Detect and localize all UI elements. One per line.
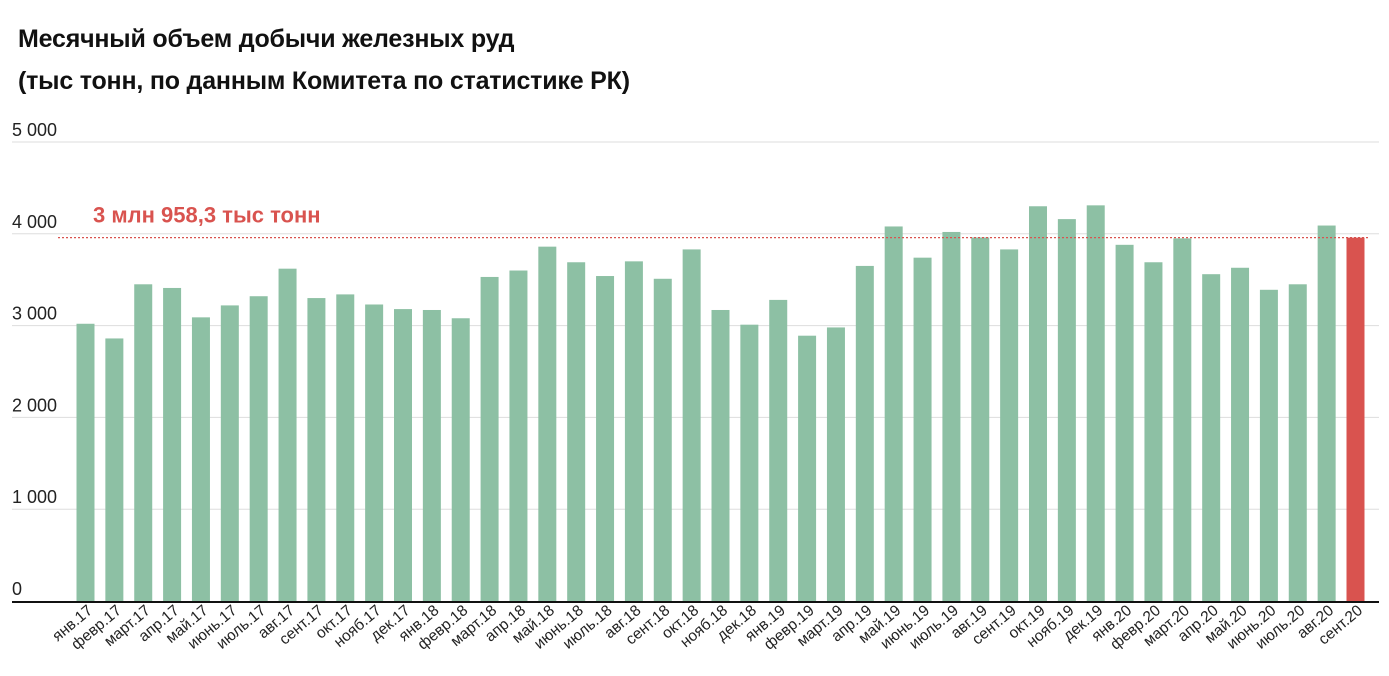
bar xyxy=(855,265,874,601)
y-axis-labels: 0 1 000 2 000 3 000 4 000 5 000 xyxy=(12,120,57,599)
chart-title: Месячный объем добычи железных руд xyxy=(18,25,515,53)
y-tick-label: 4 000 xyxy=(12,212,57,232)
reference-annotation: 3 млн 958,3 тыс тонн xyxy=(93,203,321,228)
bar xyxy=(480,276,499,601)
bar xyxy=(798,335,817,601)
bar xyxy=(134,284,153,601)
bar xyxy=(682,249,701,601)
bar xyxy=(1259,289,1278,601)
bar xyxy=(105,338,124,601)
bar xyxy=(769,299,788,601)
bar xyxy=(191,317,210,601)
bar xyxy=(278,268,297,601)
bar xyxy=(596,276,615,601)
chart-subtitle: (тыс тонн, по данным Комитета по статист… xyxy=(18,67,630,95)
bar xyxy=(1288,284,1307,601)
bar xyxy=(509,270,528,601)
bar xyxy=(971,237,990,601)
bar xyxy=(220,305,239,601)
bar xyxy=(711,309,730,601)
bars xyxy=(76,205,1365,602)
bar xyxy=(163,287,182,601)
bar xyxy=(913,257,932,601)
bar xyxy=(653,278,672,601)
bar xyxy=(1000,249,1019,601)
bar xyxy=(422,309,441,601)
y-tick-label: 1 000 xyxy=(12,487,57,507)
bar xyxy=(624,261,643,601)
bar xyxy=(826,327,845,601)
bar xyxy=(1173,238,1192,601)
bar xyxy=(365,304,384,601)
bar xyxy=(1317,225,1336,602)
bar xyxy=(451,318,470,601)
bar xyxy=(307,298,326,601)
bar xyxy=(1202,274,1221,601)
bar xyxy=(249,296,268,601)
chart-title-block: Месячный объем добычи железных руд (тыс … xyxy=(18,18,630,102)
y-tick-label: 2 000 xyxy=(12,395,57,415)
bar xyxy=(567,262,586,601)
bar xyxy=(1144,262,1163,601)
y-tick-label: 3 000 xyxy=(12,304,57,324)
bar xyxy=(1115,244,1134,601)
bar xyxy=(1057,219,1076,602)
reference-line-group: 3 млн 958,3 тыс тонн xyxy=(58,203,1369,239)
y-tick-label: 0 xyxy=(12,579,22,599)
x-axis-labels: янв.17февр.17март.17апр.17май.17июнь.17и… xyxy=(49,602,1366,654)
bar xyxy=(336,294,355,601)
bar xyxy=(1231,267,1250,601)
bar xyxy=(76,323,95,601)
bar xyxy=(740,324,759,601)
bar xyxy=(1029,206,1047,601)
bar xyxy=(942,231,961,601)
bar xyxy=(1086,205,1105,601)
bar xyxy=(538,246,557,601)
y-tick-label: 5 000 xyxy=(12,120,57,140)
bar xyxy=(394,309,412,601)
bar-highlight xyxy=(1346,237,1365,601)
bar xyxy=(884,226,903,601)
